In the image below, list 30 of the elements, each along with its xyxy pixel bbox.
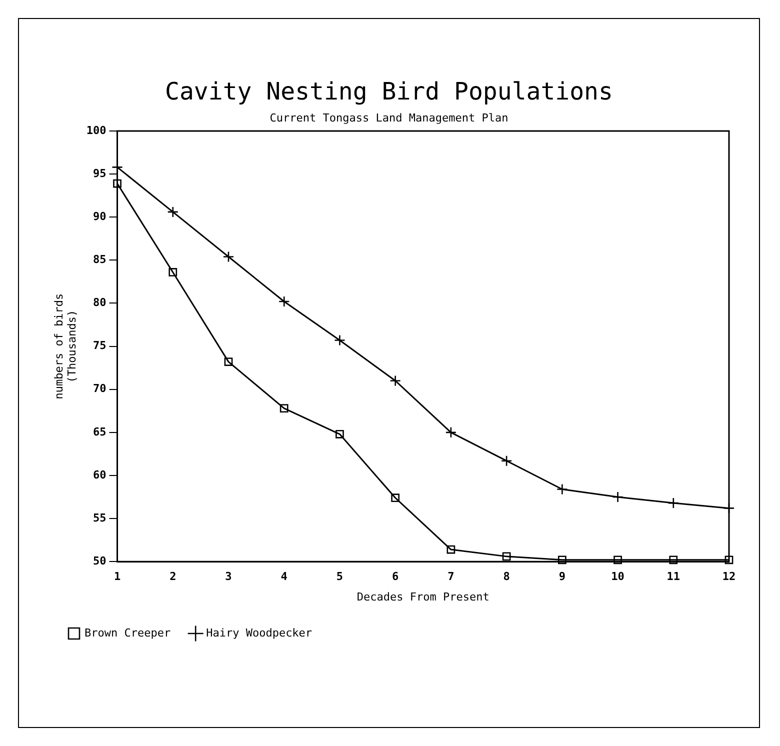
chart-title: Cavity Nesting Bird Populations: [165, 78, 613, 106]
y-tick-label: 90: [93, 210, 106, 223]
x-tick-label: 1: [114, 570, 121, 584]
legend-label: Brown Creeper: [84, 626, 171, 640]
y-tick-label: 70: [93, 382, 106, 396]
y-tick-label: 65: [93, 425, 106, 438]
y-tick-label: 85: [93, 253, 106, 266]
chart-subtitle: Current Tongass Land Management Plan: [270, 111, 508, 124]
x-tick-label: 10: [611, 570, 624, 584]
x-tick-label: 2: [170, 570, 176, 584]
y-tick-label: 60: [93, 468, 106, 482]
x-tick-label: 9: [558, 570, 566, 584]
x-axis-title: Decades From Present: [356, 590, 490, 604]
y-tick-label: 100: [86, 124, 106, 137]
x-tick-label: 11: [666, 570, 680, 584]
y-tick-label: 50: [93, 554, 106, 568]
x-tick-label: 4: [280, 570, 288, 584]
x-tick-label: 12: [722, 570, 736, 584]
x-tick-label: 3: [225, 570, 232, 584]
y-tick-label: 55: [93, 511, 106, 524]
legend-label: Hairy Woodpecker: [206, 626, 312, 640]
y-tick-label: 80: [93, 296, 106, 310]
y-tick-label: 75: [93, 339, 106, 352]
x-tick-label: 5: [336, 570, 344, 584]
y-tick-label: 95: [93, 166, 106, 180]
text: numbers of birds: [52, 293, 66, 400]
text: (Thousands): [66, 310, 79, 383]
x-tick-label: 6: [392, 570, 400, 584]
x-tick-label: 7: [448, 570, 454, 584]
x-tick-label: 8: [503, 570, 510, 584]
